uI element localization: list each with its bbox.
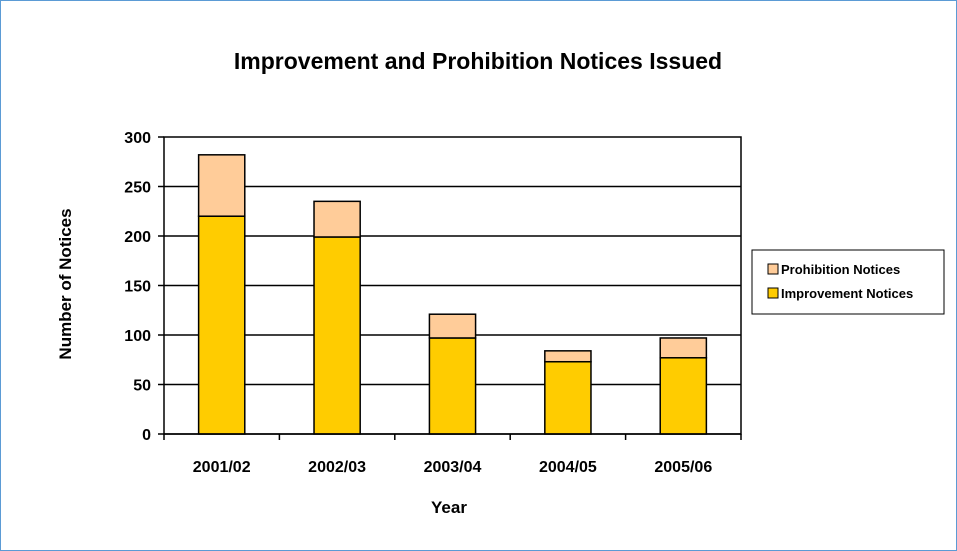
y-tick-label: 150 xyxy=(124,279,151,296)
x-tick-label: 2003/04 xyxy=(424,459,482,476)
legend-swatch xyxy=(767,287,779,299)
axes: 0 50 100 150 200 250 300 2001/02 2002/03 2003/04 2… xyxy=(124,130,742,476)
x-tick-label: 2002/03 xyxy=(308,459,366,476)
bar-prohibition-2 xyxy=(428,313,477,339)
y-tick-label: 50 xyxy=(133,378,151,395)
bar-prohibition-0 xyxy=(197,154,246,217)
bars xyxy=(197,154,708,435)
legend: Prohibition Notices Improvement Notices xyxy=(751,249,945,315)
bar-improvement-2 xyxy=(428,337,477,435)
x-axis-title: Year xyxy=(431,498,467,517)
bar-improvement-3 xyxy=(544,360,592,435)
legend-swatch xyxy=(767,263,779,275)
bar-prohibition-4 xyxy=(659,337,708,359)
bar-improvement-4 xyxy=(659,357,708,435)
legend-label: Prohibition Notices xyxy=(781,262,900,277)
y-tick-label: 300 xyxy=(124,130,151,147)
y-tick-label: 0 xyxy=(142,427,151,444)
chart-title: Improvement and Prohibition Notices Issu… xyxy=(234,48,722,74)
bar-prohibition-3 xyxy=(544,350,592,363)
x-tick-label: 2001/02 xyxy=(193,459,251,476)
bar-improvement-1 xyxy=(313,236,361,435)
legend-box xyxy=(751,249,945,315)
y-tick-label: 100 xyxy=(124,328,151,345)
x-tick-label: 2005/06 xyxy=(654,459,712,476)
x-tick-label: 2004/05 xyxy=(539,459,597,476)
legend-label: Improvement Notices xyxy=(781,286,913,301)
y-tick-label: 200 xyxy=(124,229,151,246)
y-tick-label: 250 xyxy=(124,180,151,197)
bar-prohibition-1 xyxy=(313,200,361,238)
y-axis-title: Number of Notices xyxy=(56,208,75,359)
bar-improvement-0 xyxy=(197,215,246,435)
